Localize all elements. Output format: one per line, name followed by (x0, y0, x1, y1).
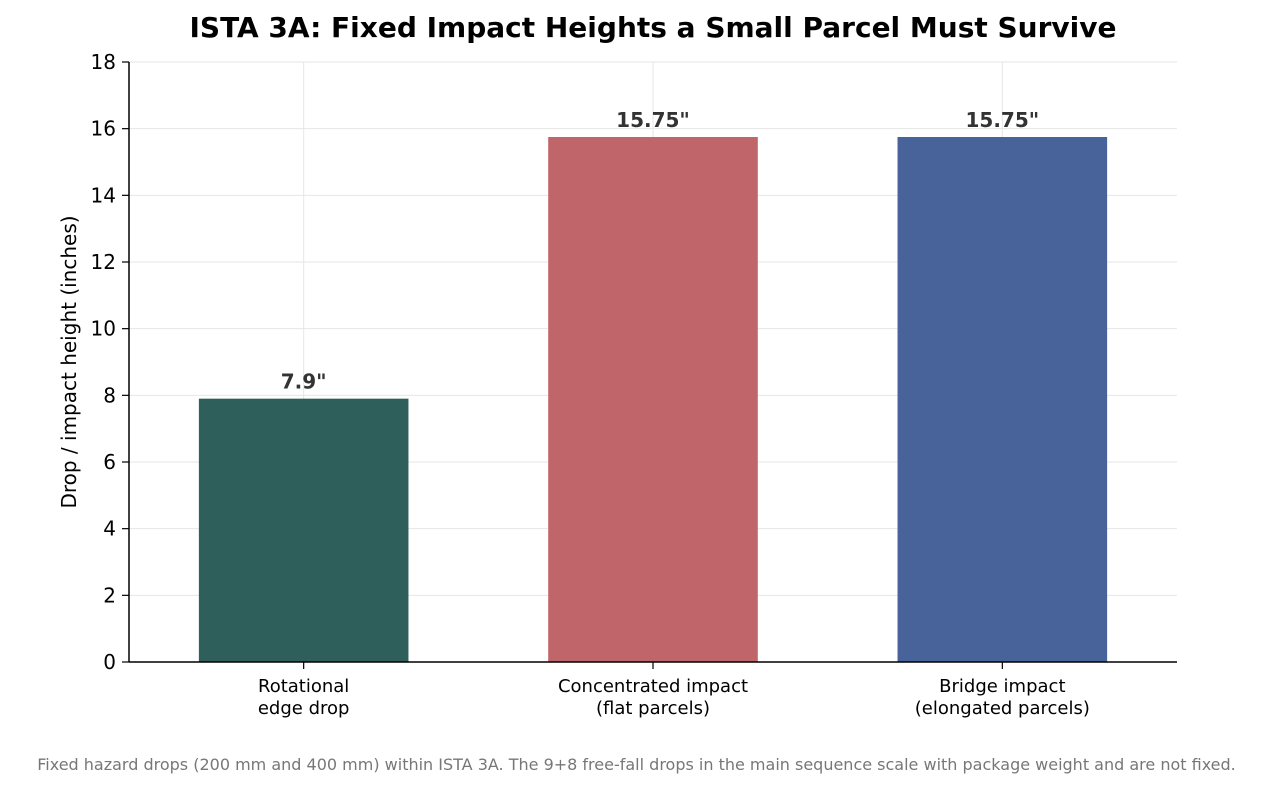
bar (198, 398, 409, 662)
y-tick-label: 16 (91, 117, 116, 141)
y-tick-label: 14 (91, 183, 116, 207)
x-tick-label: Rotational (258, 676, 349, 697)
y-tick-label: 6 (103, 450, 116, 474)
y-tick-label: 8 (103, 383, 116, 407)
y-axis-label: Drop / impact height (inches) (57, 215, 81, 508)
x-tick-label: (elongated parcels) (915, 698, 1090, 719)
x-tick-label: edge drop (258, 698, 350, 719)
x-tick-label: Bridge impact (939, 676, 1065, 697)
bar (548, 137, 758, 662)
x-tick-label: (flat parcels) (596, 698, 710, 719)
bar (897, 137, 1108, 662)
chart-title: ISTA 3A: Fixed Impact Heights a Small Pa… (190, 11, 1117, 44)
footnote: Fixed hazard drops (200 mm and 400 mm) w… (37, 755, 1236, 774)
value-label: 7.9" (281, 370, 327, 394)
y-tick-label: 0 (103, 650, 116, 674)
x-tick-label: Concentrated impact (558, 676, 748, 697)
y-tick-label: 4 (103, 517, 116, 541)
y-tick-label: 2 (103, 583, 116, 607)
value-label: 15.75" (965, 108, 1039, 132)
value-label: 15.75" (616, 108, 690, 132)
y-tick-label: 18 (91, 50, 116, 74)
y-tick-label: 12 (91, 250, 116, 274)
y-tick-label: 10 (91, 317, 116, 341)
bars: 7.9" 15.75" 15.75" (198, 108, 1108, 662)
